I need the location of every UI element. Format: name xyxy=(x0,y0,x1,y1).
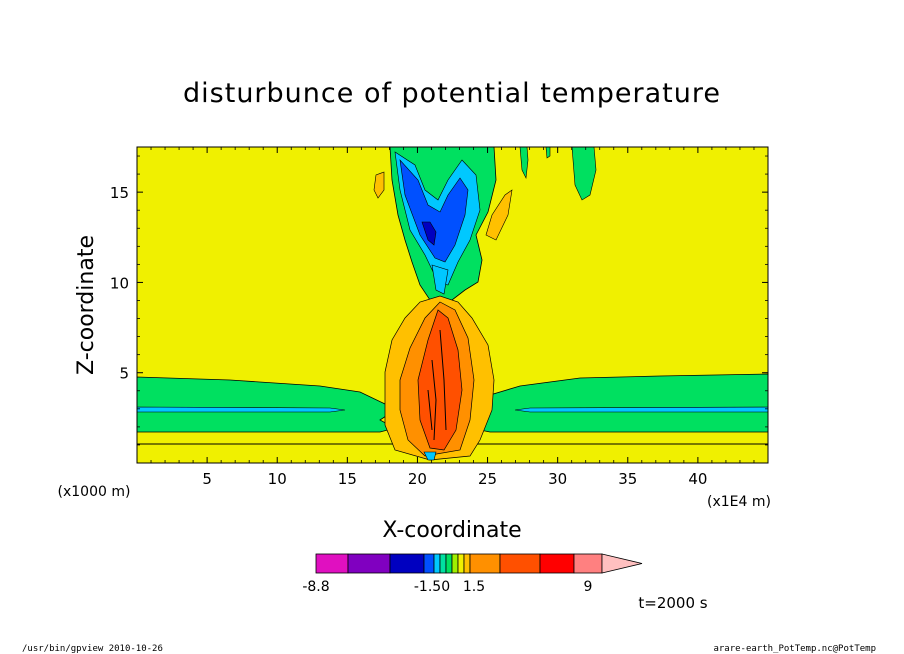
colorbar-tick-label: -1.50 xyxy=(414,579,450,595)
footer-left: /usr/bin/gpview 2010-10-26 xyxy=(22,644,163,654)
x-tick-label: 25 xyxy=(478,470,497,488)
contour-cyan-neck xyxy=(431,264,449,295)
x-tick-label: 15 xyxy=(338,470,357,488)
footer-right: arare-earth_PotTemp.nc@PotTemp xyxy=(713,644,876,654)
contour-green-streak-2 xyxy=(545,147,551,159)
colorbar-swatch xyxy=(423,553,435,574)
colorbar-swatch xyxy=(573,553,603,574)
colorbar-swatch xyxy=(347,553,391,574)
x-tick-label: 10 xyxy=(268,470,287,488)
colorbar-swatch xyxy=(439,553,447,574)
colorbar-swatch xyxy=(445,553,453,574)
colorbar-swatch xyxy=(539,553,575,574)
contour-fill xyxy=(137,147,768,461)
colorbar-tick-label: 9 xyxy=(584,579,593,595)
colorbar-swatch xyxy=(433,553,441,574)
colorbar-swatch xyxy=(457,553,465,574)
x-tick-label: 40 xyxy=(688,470,707,488)
colorbar xyxy=(315,553,643,574)
x-axis-label: X-coordinate xyxy=(382,518,521,543)
colorbar-swatch xyxy=(499,553,541,574)
colorbar-swatch xyxy=(315,553,349,574)
colorbar-ticks: -8.8 -1.50 1.5 9 xyxy=(302,579,592,595)
contour-orange-blob-left xyxy=(373,171,385,199)
y-tick-label: 10 xyxy=(110,274,129,292)
x-unit-note: (x1E4 m) xyxy=(707,494,771,510)
colorbar-swatch xyxy=(451,553,459,574)
contour-core-lines xyxy=(427,329,447,441)
contour-navy-core xyxy=(421,221,437,246)
colorbar-tick-label: -8.8 xyxy=(302,579,329,595)
colorbar-swatch xyxy=(463,553,471,574)
plot-area: 5 10 15 20 25 30 35 40 5 10 15 xyxy=(110,146,769,488)
x-tick-label: 5 xyxy=(202,470,212,488)
chart-title: disturbunce of potential temperature xyxy=(183,78,721,109)
x-tick-label: 30 xyxy=(548,470,567,488)
contour-cyan-strip-right xyxy=(514,406,768,413)
x-tick-label: 20 xyxy=(408,470,427,488)
colorbar-arrow xyxy=(601,553,643,574)
contour-red-column xyxy=(417,309,463,451)
contour-cyan-strip-left xyxy=(137,406,346,413)
contour-cyan-base xyxy=(423,451,437,461)
x-ticks: 5 10 15 20 25 30 35 40 xyxy=(150,147,755,488)
x-tick-label: 35 xyxy=(618,470,637,488)
y-axis-label: Z-coordinate xyxy=(74,235,99,375)
y-ticks: 5 10 15 xyxy=(110,155,768,446)
contour-green-streak-1 xyxy=(519,147,529,180)
y-unit-note: (x1000 m) xyxy=(58,484,131,500)
y-tick-label: 5 xyxy=(119,365,129,383)
plot-frame xyxy=(136,146,769,464)
colorbar-swatch xyxy=(389,553,425,574)
colorbar-swatch xyxy=(469,553,501,574)
contour-orange-blob-right xyxy=(485,189,513,241)
colorbar-tick-label: 1.5 xyxy=(463,579,485,595)
contour-green-streak-3 xyxy=(571,147,597,201)
y-tick-label: 15 xyxy=(110,184,129,202)
contour-blue-upper xyxy=(399,159,469,263)
time-annotation: t=2000 s xyxy=(638,594,707,612)
